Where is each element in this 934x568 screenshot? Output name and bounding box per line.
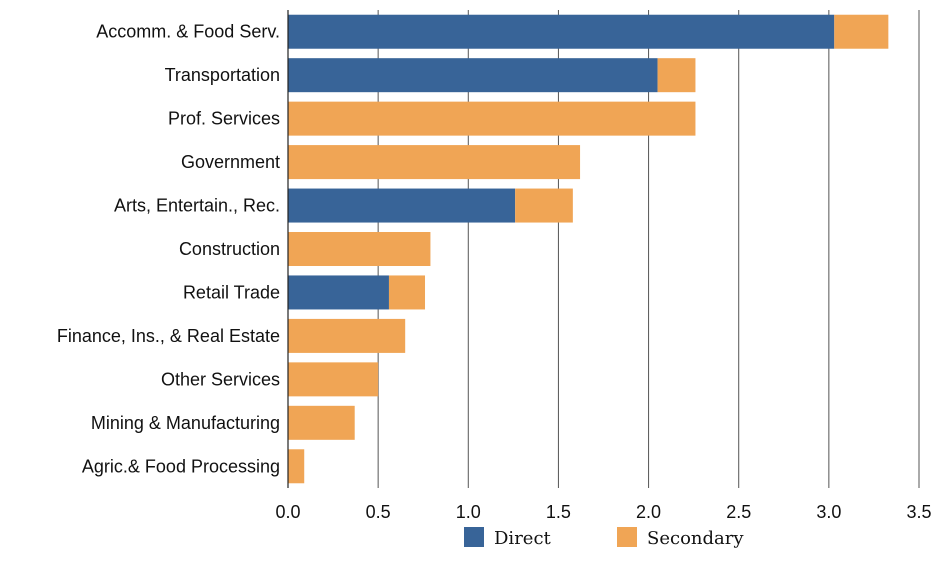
category-label: Other Services <box>161 369 280 389</box>
category-label: Prof. Services <box>168 109 280 129</box>
bar-layer <box>288 14 889 484</box>
label-layer: 0.0 0.5 1.0 1.5 2.0 2.5 3.0 3.5 Accomm. & Food S… <box>57 22 932 522</box>
x-tick-label: 0.5 <box>366 502 391 522</box>
bar-secondary <box>288 145 581 180</box>
x-tick-label: 1.5 <box>546 502 571 522</box>
x-tick-label: 2.0 <box>636 502 661 522</box>
bar-direct <box>288 275 389 310</box>
x-tick-label: 2.5 <box>726 502 751 522</box>
category-label: Mining & Manufacturing <box>91 413 280 433</box>
bar-secondary <box>288 232 431 266</box>
category-label: Construction <box>179 239 280 259</box>
category-label: Finance, Ins., & Real Estate <box>57 326 280 346</box>
category-label: Accomm. & Food Serv. <box>96 22 280 42</box>
bar-secondary <box>657 58 696 93</box>
category-label: Government <box>181 152 280 172</box>
bar-secondary <box>288 449 305 484</box>
category-label: Transportation <box>165 65 280 85</box>
legend-layer: Direct Secondary <box>464 527 744 549</box>
bar-secondary <box>288 101 696 136</box>
bar-secondary <box>388 275 426 310</box>
bar-secondary <box>288 362 379 397</box>
legend-label-secondary: Secondary <box>647 528 744 549</box>
legend-swatch-secondary <box>617 527 637 547</box>
x-tick-label: 3.0 <box>816 502 841 522</box>
x-tick-label: 3.5 <box>906 502 931 522</box>
x-tick-label: 1.0 <box>456 502 481 522</box>
legend-label-direct: Direct <box>494 528 552 549</box>
category-label: Agric.& Food Processing <box>82 456 280 476</box>
x-tick-label: 0.0 <box>275 502 300 522</box>
bar-secondary <box>834 14 889 49</box>
bar-direct <box>288 188 516 223</box>
bar-direct <box>288 14 835 49</box>
bar-secondary <box>515 188 573 223</box>
category-label: Arts, Entertain., Rec. <box>114 196 280 216</box>
category-label: Retail Trade <box>183 282 280 302</box>
bar-secondary <box>288 405 355 440</box>
bar-direct <box>288 58 658 93</box>
legend-swatch-direct <box>464 527 484 547</box>
bar-secondary <box>288 318 406 353</box>
